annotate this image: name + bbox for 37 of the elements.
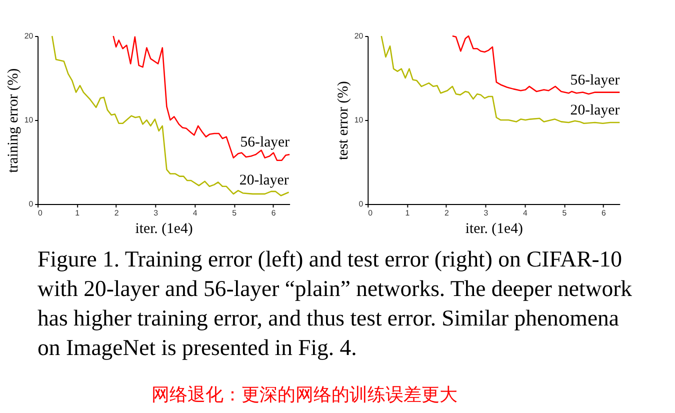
series-label: 56-layer: [570, 72, 620, 88]
x-tick-label: 5: [232, 208, 238, 218]
line-series: [452, 35, 620, 95]
x-tick-label: 1: [405, 208, 410, 218]
line-series: [112, 35, 290, 161]
x-tick-label: 3: [154, 208, 159, 218]
x-tick-label: 0: [368, 208, 374, 218]
x-tick-label: 5: [562, 208, 568, 218]
line-series: [380, 35, 620, 124]
series-label: 56-layer: [240, 134, 290, 151]
x-axis-title: iter. (1e4): [135, 221, 193, 238]
text: 网络退化：更深的网络的训练误差更大: [151, 384, 458, 406]
series-label: 20-layer: [570, 102, 620, 119]
y-tick-label: 10: [354, 115, 364, 124]
text: with 20-layer and 56-layer “plain” networks. The deeper network: [38, 276, 633, 301]
x-tick-label: 4: [522, 208, 528, 218]
x-tick-label: 0: [38, 208, 44, 218]
series-label: 20-layer: [239, 172, 289, 188]
y-axis-title: training error (%): [5, 68, 22, 173]
line-series: [51, 35, 290, 196]
y-tick-label: 20: [24, 31, 34, 40]
y-tick-label: 20: [354, 31, 364, 40]
y-tick-label: 0: [28, 199, 34, 208]
x-tick-label: 2: [114, 208, 119, 218]
text: has higher training error, and thus test error. Similar phenomena: [38, 306, 619, 331]
x-tick-label: 4: [192, 208, 198, 218]
x-tick-label: 3: [484, 208, 489, 218]
x-tick-label: 6: [271, 208, 276, 218]
caption: Figure 1. Training error (left) and test error (right) on CIFAR-10: [38, 246, 622, 272]
y-axis-title: test error (%): [335, 80, 352, 160]
x-tick-label: 6: [601, 208, 606, 218]
x-axis-title: iter. (1e4): [465, 221, 523, 238]
x-tick-label: 1: [75, 208, 80, 218]
text: on ImageNet is presented in Fig. 4.: [38, 335, 357, 360]
y-tick-label: 10: [24, 115, 34, 124]
x-tick-label: 2: [444, 208, 449, 218]
y-tick-label: 0: [358, 199, 364, 208]
